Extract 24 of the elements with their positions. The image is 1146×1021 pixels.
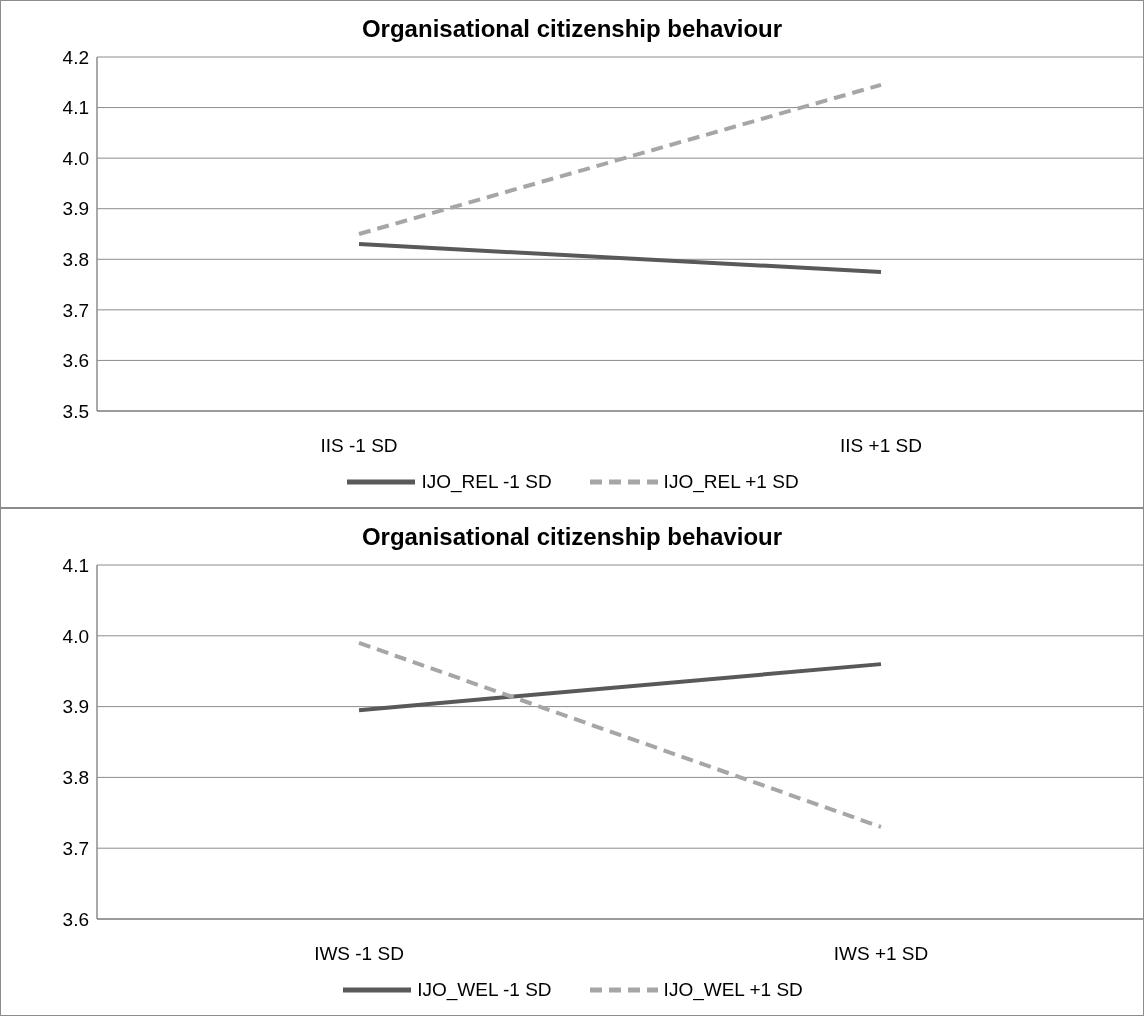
chart-title: Organisational citizenship behaviour: [361, 523, 783, 550]
y-tick-label: 3.6: [62, 350, 89, 372]
y-tick-label: 3.8: [62, 767, 89, 789]
y-tick-label: 3.8: [62, 249, 89, 271]
x-tick-label: IIS +1 SD: [840, 435, 922, 457]
y-tick-label: 3.6: [62, 908, 89, 930]
y-tick-label: 3.9: [62, 198, 89, 220]
legend-label: IJO_REL -1 SD: [421, 471, 552, 493]
y-tick-label: 3.5: [62, 400, 89, 422]
y-tick-label: 4.1: [62, 554, 89, 576]
y-tick-label: 3.7: [62, 299, 89, 321]
y-tick-label: 3.9: [62, 696, 89, 718]
y-tick-label: 4.0: [62, 147, 89, 169]
legend-label: IJO_WEL +1 SD: [663, 979, 803, 1001]
x-tick-label: IWS -1 SD: [314, 943, 404, 965]
chart-title: Organisational citizenship behaviour: [361, 15, 783, 42]
y-tick-label: 4.2: [62, 46, 89, 68]
y-tick-label: 4.0: [62, 625, 89, 647]
y-tick-label: 3.7: [62, 837, 89, 859]
x-tick-label: IIS -1 SD: [320, 435, 398, 457]
y-tick-label: 4.1: [62, 97, 89, 119]
x-tick-label: IWS +1 SD: [833, 943, 929, 965]
legend-label: IJO_REL +1 SD: [663, 471, 799, 493]
legend-label: IJO_WEL -1 SD: [417, 979, 552, 1001]
